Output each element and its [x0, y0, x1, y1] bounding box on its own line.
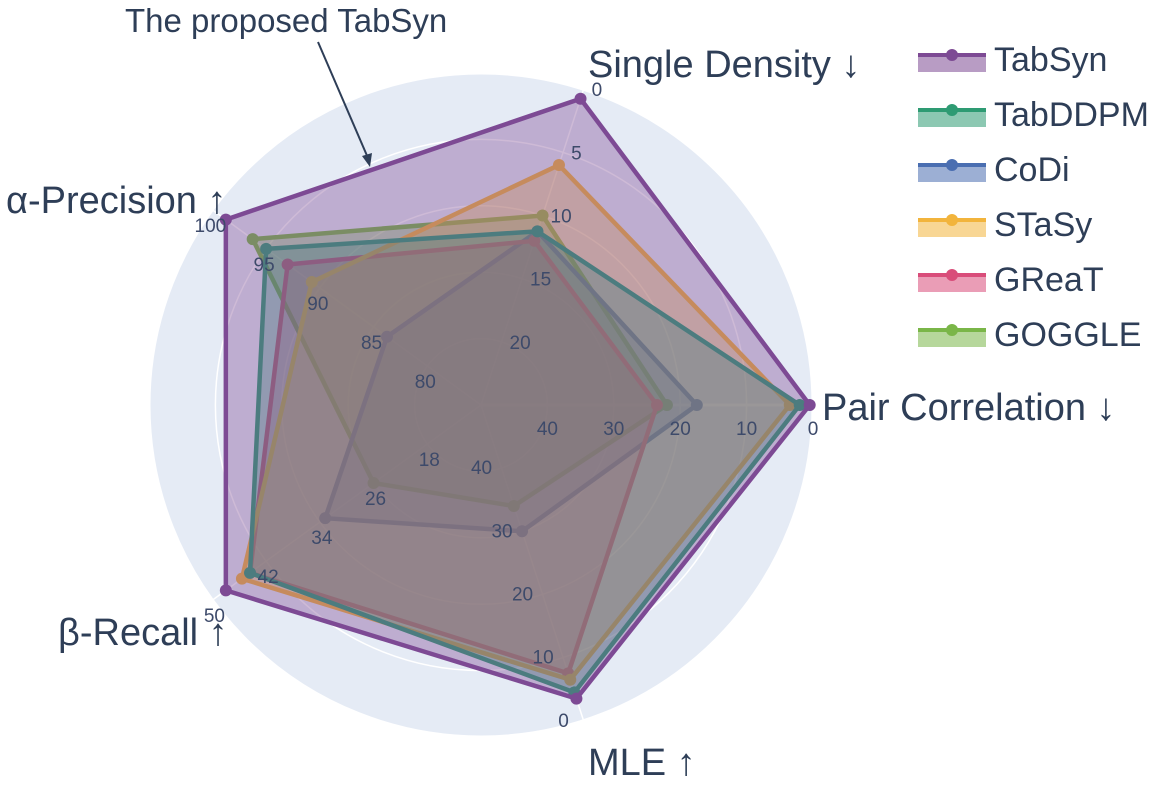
- data-point: [260, 242, 273, 255]
- tick-label: 20: [670, 419, 691, 440]
- legend-item: TabDDPM: [918, 96, 1149, 134]
- tick-label: 85: [361, 333, 382, 354]
- legend-label: STaSy: [994, 206, 1092, 244]
- legend-marker: [946, 49, 958, 61]
- legend-swatch: [918, 110, 986, 127]
- series-great: [244, 234, 663, 680]
- annotation-arrow-head: [362, 153, 372, 167]
- data-point: [528, 234, 541, 247]
- data-point: [319, 512, 332, 525]
- legend-item: TabSyn: [918, 41, 1107, 79]
- series-area: [239, 162, 793, 682]
- legend-marker: [946, 324, 958, 336]
- data-point: [660, 399, 673, 411]
- tick-label: 20: [512, 584, 533, 605]
- data-point: [564, 673, 577, 686]
- legend-label: CoDi: [994, 151, 1070, 189]
- tick-label: 10: [551, 207, 572, 228]
- tick-labels: 40 30 20 10 02015105080859095100182634425040…: [195, 80, 819, 732]
- legend-swatch: [918, 165, 986, 182]
- tick-label: 0: [808, 419, 819, 440]
- tick-label: 40: [537, 419, 558, 440]
- data-point: [244, 566, 257, 579]
- data-point: [246, 233, 259, 246]
- tick-label: 15: [530, 270, 551, 291]
- tick-label: 26: [365, 489, 386, 510]
- axis-title: MLE ↑: [588, 742, 696, 784]
- series-area: [223, 96, 812, 701]
- legend-label: TabDDPM: [994, 96, 1149, 134]
- tick-label: 20: [510, 333, 531, 354]
- legend: TabSyn TabDDPM CoDi STaSy GReaT GOGGLE: [918, 41, 1149, 354]
- data-point: [574, 92, 587, 105]
- tick-label: 42: [258, 567, 279, 588]
- legend-swatch: [918, 55, 986, 72]
- series-tabddpm: [244, 225, 806, 699]
- data-point: [531, 225, 544, 238]
- legend-item: GReaT: [918, 261, 1104, 299]
- series-layer: [219, 92, 816, 705]
- tick-label: 50: [204, 606, 225, 627]
- legend-label: GReaT: [994, 261, 1104, 299]
- legend-item: CoDi: [918, 151, 1070, 189]
- data-point: [516, 525, 529, 538]
- legend-swatch: [918, 220, 986, 237]
- tick-label: 5: [571, 143, 582, 164]
- legend-marker: [946, 159, 958, 171]
- data-point: [803, 399, 816, 411]
- data-point: [690, 399, 703, 411]
- tick-label: 90: [307, 294, 328, 315]
- series-stasy: [235, 159, 796, 686]
- legend-swatch: [918, 330, 986, 347]
- legend-label: GOGGLE: [994, 316, 1141, 354]
- legend-swatch: [918, 275, 986, 292]
- legend-marker: [946, 214, 958, 226]
- tick-label: 34: [311, 528, 333, 549]
- annotation-text: The proposed TabSyn: [125, 2, 447, 39]
- tick-label: 40: [471, 458, 492, 479]
- series-tabsyn: [219, 92, 816, 705]
- series-area: [322, 229, 700, 534]
- data-point: [552, 159, 565, 172]
- legend-item: STaSy: [918, 206, 1092, 244]
- data-point: [507, 500, 520, 513]
- tick-label: 18: [419, 450, 440, 471]
- data-point: [380, 330, 393, 343]
- axis-title: Pair Correlation ↓: [822, 387, 1116, 429]
- tick-label: 0: [592, 80, 603, 101]
- tick-label: 80: [415, 372, 436, 393]
- data-point: [650, 399, 663, 411]
- data-point: [793, 399, 806, 411]
- tick-label: 10: [736, 419, 757, 440]
- tick-label: 10: [533, 648, 554, 669]
- data-point: [367, 477, 380, 490]
- legend-item: GOGGLE: [918, 316, 1141, 354]
- data-point: [281, 258, 294, 271]
- axis-title: Single Density ↓: [588, 44, 860, 86]
- spoke-line: [211, 404, 482, 601]
- axis-titles: Pair Correlation ↓ Single Density ↓ α-Prec…: [6, 44, 1116, 784]
- data-point: [219, 213, 232, 226]
- annotation: The proposed TabSyn: [125, 2, 447, 167]
- axis-title: β-Recall ↑: [58, 612, 228, 654]
- axis-title: α-Precision ↑: [6, 180, 226, 222]
- series-area: [247, 238, 660, 676]
- tick-label: 100: [195, 216, 227, 237]
- legend-marker: [946, 104, 958, 116]
- tick-label: 30: [603, 419, 624, 440]
- annotation-arrow-line: [317, 41, 369, 159]
- data-point: [536, 209, 549, 222]
- tick-label: 30: [491, 521, 512, 542]
- tick-label: 95: [254, 255, 275, 276]
- spoke-line: [480, 89, 585, 406]
- legend-marker: [946, 269, 958, 281]
- tick-label: 0: [558, 711, 569, 732]
- legend-label: TabSyn: [994, 41, 1107, 79]
- data-point: [219, 584, 232, 597]
- series-area: [247, 229, 802, 695]
- data-point: [570, 692, 583, 705]
- data-point: [305, 276, 318, 289]
